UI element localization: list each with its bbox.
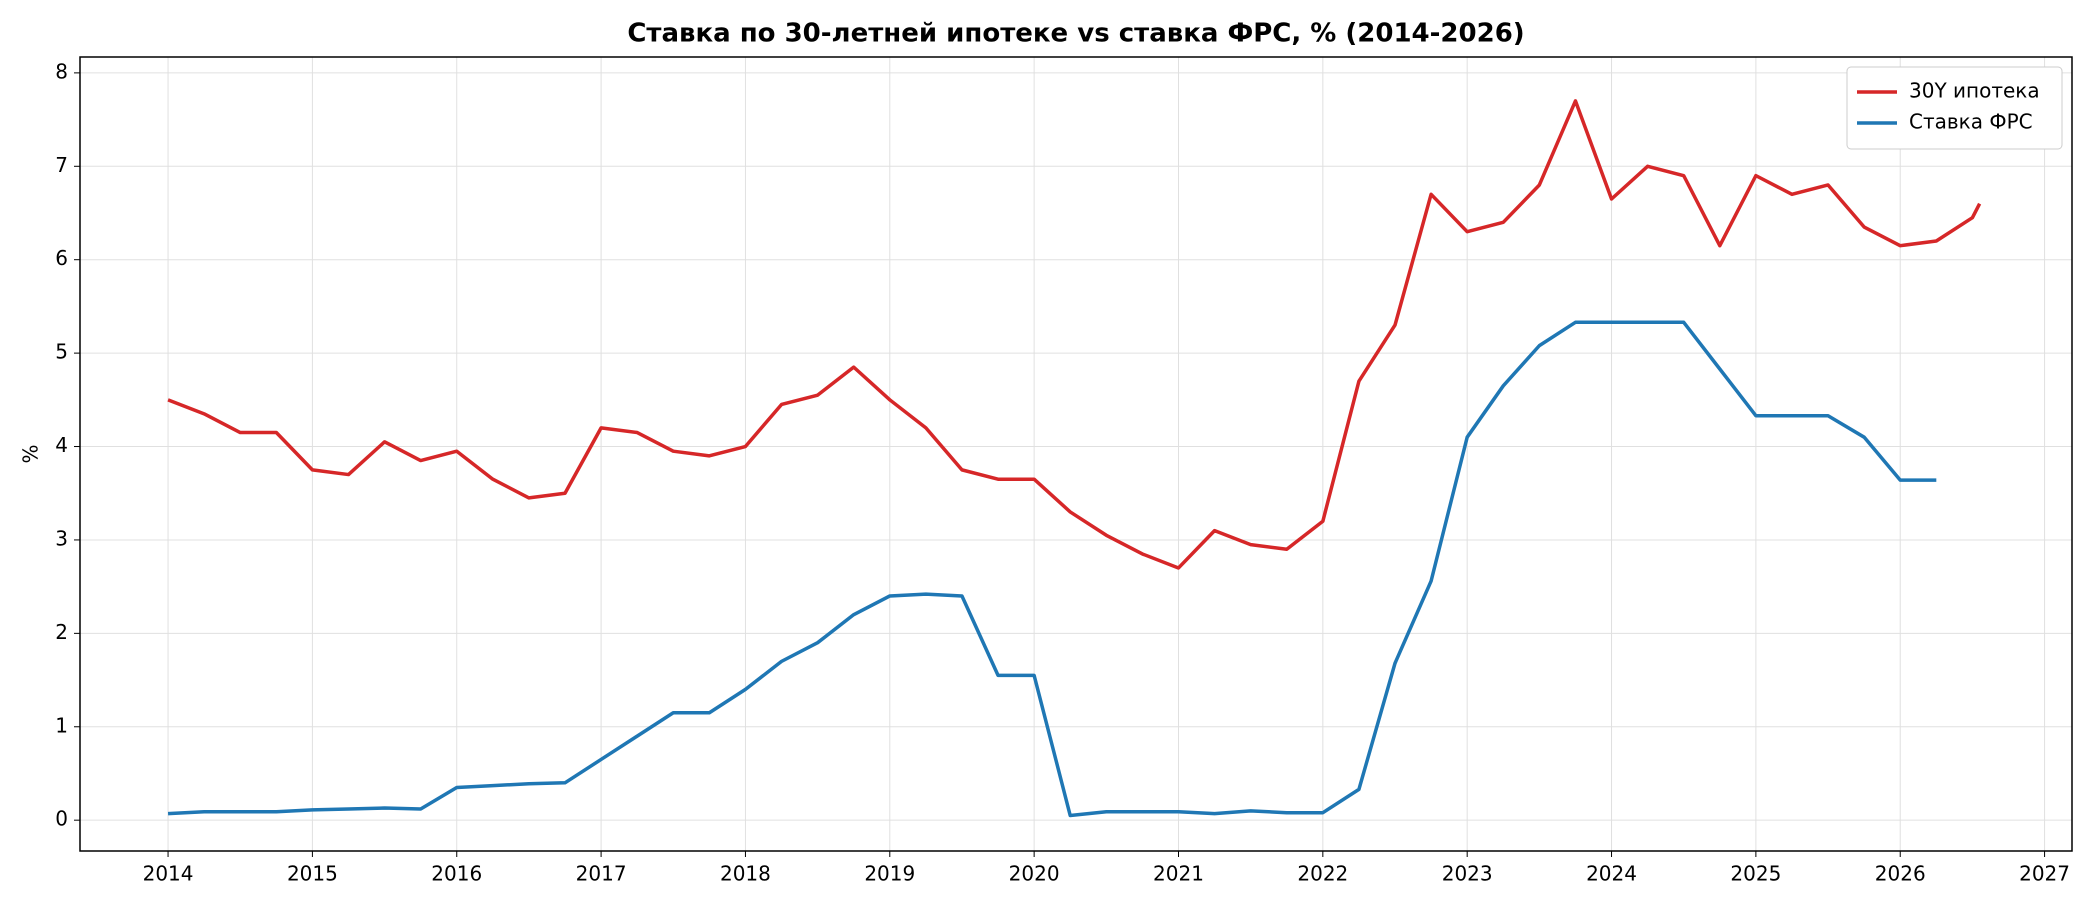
x-tick-label: 2020 (1009, 862, 1060, 886)
x-tick-label: 2024 (1586, 862, 1637, 886)
x-tick-label: 2018 (720, 862, 771, 886)
y-tick-label: 8 (55, 59, 68, 83)
y-axis-label: % (19, 444, 43, 463)
y-tick-label: 3 (55, 526, 68, 550)
x-tick-label: 2016 (431, 862, 482, 886)
plot-frame (79, 56, 2073, 852)
legend-label: 30Y ипотека (1909, 79, 2040, 103)
line (167, 320, 1937, 818)
y-tick-label: 2 (55, 620, 68, 644)
line (167, 99, 1982, 570)
x-tick-label: 2014 (143, 862, 194, 886)
y-tick-label: 0 (55, 807, 68, 831)
x-tick-label: 2019 (864, 862, 915, 886)
x-tick-label: 2027 (2019, 862, 2070, 886)
legend-box (1846, 66, 2063, 150)
y-tick-label: 4 (55, 433, 68, 457)
y-tick-label: 7 (55, 153, 68, 177)
x-tick-label: 2022 (1297, 862, 1348, 886)
y-tick-label: 1 (55, 713, 68, 737)
legend-label: Ставка ФРС (1909, 110, 2033, 134)
x-tick-label: 2015 (287, 862, 338, 886)
x-tick-label: 2026 (1875, 862, 1926, 886)
x-tick-label: 2023 (1442, 862, 1493, 886)
x-tick-label: 2025 (1730, 862, 1781, 886)
y-tick-label: 6 (55, 246, 68, 270)
chart-title: Ставка по 30-летней ипотеке vs ставка ФР… (627, 19, 1524, 49)
x-tick-label: 2017 (576, 862, 627, 886)
y-tick-label: 5 (55, 340, 68, 364)
legend: 30Y ипотека Ставка ФРС (1846, 66, 2063, 150)
x-tick-label: 2021 (1153, 862, 1204, 886)
